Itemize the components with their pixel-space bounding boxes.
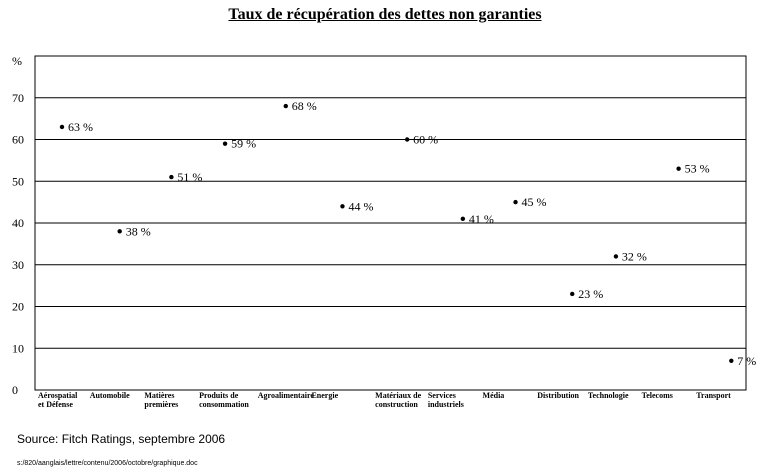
x-tick-label: Telecoms: [642, 391, 673, 400]
data-label: 68 %: [292, 99, 317, 113]
data-point: [59, 124, 65, 130]
x-tick-label: Matières premières: [144, 391, 178, 409]
chart-title: Taux de récupération des dettes non gara…: [228, 6, 542, 23]
data-point: [117, 229, 122, 234]
data-label: 51 %: [177, 170, 202, 184]
x-tick-label: Agroalimentaire: [258, 391, 315, 400]
data-label: 44 %: [348, 199, 373, 213]
data-point: [513, 199, 518, 205]
x-tick-label: Energie: [311, 391, 338, 400]
data-label: 7 %: [737, 354, 756, 368]
data-point: [729, 358, 734, 363]
y-tick-label-30: 30: [12, 258, 24, 272]
data-label: 63 %: [68, 120, 93, 134]
x-tick-label: Technologie: [588, 391, 629, 400]
data-point: [404, 137, 410, 142]
x-tick-label: Matériaux de construction: [375, 391, 421, 409]
data-label: 53 %: [685, 162, 710, 176]
y-tick-label-0: 0: [12, 383, 18, 397]
data-label: 59 %: [231, 137, 256, 151]
x-tick-label: Distribution: [537, 391, 579, 400]
y-tick-label-50: 50: [12, 174, 24, 188]
data-label: 60 %: [413, 133, 438, 147]
x-tick-label: Produits de consommation: [199, 391, 249, 409]
data-point: [676, 166, 681, 171]
source-note: Source: Fitch Ratings, septembre 2006: [17, 432, 226, 446]
data-point: [283, 103, 288, 109]
y-axis-unit-label: %: [12, 54, 22, 68]
y-tick-label-60: 60: [12, 133, 24, 147]
x-tick-label: Média: [483, 391, 505, 400]
y-tick-label-40: 40: [12, 216, 24, 230]
data-label: 38 %: [126, 224, 151, 238]
data-point: [570, 291, 575, 297]
file-path: s:/820/aanglais/lettre/contenu/2006/octo…: [17, 460, 198, 467]
data-point: [169, 174, 174, 180]
data-point: [340, 204, 345, 209]
data-point: [222, 141, 228, 146]
data-label: 32 %: [622, 249, 647, 263]
y-tick-label-70: 70: [12, 91, 24, 105]
x-tick-label: Automobile: [90, 391, 130, 400]
data-label: 23 %: [578, 287, 603, 301]
x-tick-label: Aérospatial et Défense: [38, 391, 78, 409]
y-tick-label-10: 10: [12, 341, 24, 355]
y-tick-label-20: 20: [12, 300, 24, 314]
data-label: 45 %: [522, 195, 547, 209]
x-tick-label: Transport: [696, 391, 731, 400]
data-point: [460, 216, 466, 222]
data-label: 41 %: [469, 212, 494, 226]
data-point: [613, 254, 619, 259]
x-tick-label: Services industriels: [428, 391, 464, 409]
